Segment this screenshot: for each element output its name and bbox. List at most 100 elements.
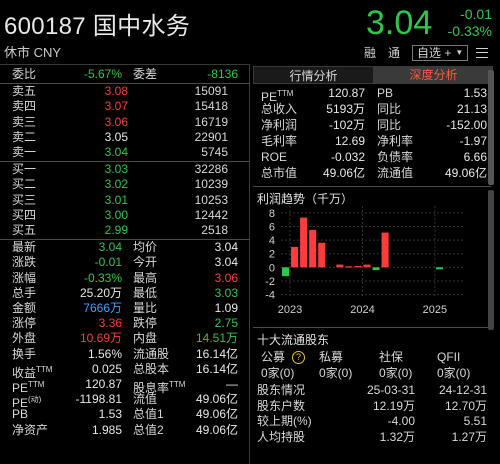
fundamental-label-text: 总市值 — [261, 166, 298, 180]
quote-value: 1.985 — [91, 422, 122, 437]
quote-label: 收益TTM — [12, 362, 52, 381]
chevron-down-icon: ▼ — [455, 47, 464, 57]
quote-label: 内盘 — [133, 331, 157, 346]
quote-label: 最新 — [12, 240, 36, 255]
tab-market-analysis[interactable]: 行情分析 — [253, 66, 374, 84]
quote-value: 10.69万 — [79, 331, 122, 346]
quote-label: 量比 — [133, 301, 157, 316]
bid-row-3[interactable]: 买三 3.01 10253 — [0, 193, 250, 208]
quote-value: — — [226, 377, 238, 391]
margin-trading-button[interactable]: 融 — [364, 46, 377, 60]
quote-row: 涨停 3.36 跌停 2.75 — [0, 316, 250, 331]
quote-value: 3.04 — [214, 255, 238, 270]
scrollbar[interactable] — [488, 70, 494, 185]
bid-row-5-label: 买五 — [12, 223, 37, 237]
stock-header: 600187 国中水务 休市 CNY 3.04 -0.01 -0.33% 融 通… — [0, 0, 500, 64]
quote-label-text: 流值 — [133, 392, 158, 407]
y-tick-label: 2 — [269, 249, 275, 261]
profit-bar — [309, 229, 317, 268]
bid-row-1-price: 3.03 — [104, 162, 128, 177]
connect-button[interactable]: 通 — [388, 46, 401, 60]
quote-label-text: 最高 — [133, 270, 158, 285]
quote-label-text: 涨停 — [12, 316, 37, 331]
holder-type-counts: 0家(0) 0家(0) 0家(0) 0家(0) — [257, 366, 493, 381]
order-book-panel: 委比 -5.67% 委差 -8136 卖五 3.08 15091 卖四 3.07 15418 卖三 3… — [0, 64, 250, 464]
bid-row-4[interactable]: 买四 3.00 12442 — [0, 208, 250, 223]
quote-label: PB — [12, 407, 28, 422]
quote-row: 涨跌 -0.01 今开 3.04 — [0, 255, 250, 270]
quote-label: 最低 — [133, 286, 157, 301]
holder-stat-row: 较上期(%) -4.00 5.51 — [257, 414, 493, 429]
analysis-tabs: 行情分析 深度分析 — [253, 66, 493, 84]
scrollbar-track[interactable] — [488, 190, 494, 330]
fundamental-label-text: 毛利率 — [261, 134, 298, 148]
add-watchlist-button[interactable]: 自选 + ▼ — [412, 44, 469, 61]
quote-label-text: 净资产 — [12, 422, 49, 437]
ask-row-4[interactable]: 卖四 3.07 15418 — [0, 99, 250, 114]
holder-stat-value: 24-12-31 — [438, 383, 487, 397]
add-watchlist-label: 自选 + — [417, 45, 452, 60]
profit-chart-title: 利润趋势（千万） — [257, 192, 354, 206]
ask-row-3-label: 卖三 — [12, 114, 37, 129]
quote-value: 25.20万 — [79, 285, 122, 300]
quote-value: 49.06亿 — [195, 407, 238, 422]
quote-row: 涨幅 -0.33% 最高 3.06 — [0, 271, 250, 286]
quote-label-text: PB — [12, 407, 29, 422]
fundamental-row: 净利润 -102万 同比 -152.00 — [261, 118, 493, 134]
bid-row-5[interactable]: 买五 2.99 2518 — [0, 223, 250, 238]
y-tick-label: 0 — [269, 262, 275, 274]
fundamental-label: 同比 — [377, 102, 402, 116]
tab-deep-analysis[interactable]: 深度分析 — [374, 66, 493, 84]
profit-bar — [291, 246, 299, 268]
quote-label-text: 跌停 — [133, 316, 158, 331]
quote-label: 总手 — [12, 286, 36, 301]
ask-row-5[interactable]: 卖五 3.08 15091 — [0, 84, 250, 99]
divider — [0, 83, 250, 85]
holder-stat-value: 12.19万 — [372, 398, 415, 413]
ask-row-2[interactable]: 卖二 3.05 22901 — [0, 130, 250, 145]
quote-label-text: 流通股 — [133, 346, 170, 361]
change-percent: -0.33% — [447, 23, 492, 39]
fundamental-label: 流通值 — [377, 166, 414, 180]
quote-label: 今开 — [133, 255, 157, 270]
ask-row-5-volume: 15091 — [194, 84, 228, 99]
fundamental-label-sup: TTM — [277, 89, 294, 98]
price-change: -0.01 -0.33% — [448, 6, 492, 40]
weicha-value: -8136 — [207, 67, 238, 81]
quote-value: 0.025 — [91, 361, 122, 376]
holders-table: 公募? 私募 社保 QFII 0家(0) 0家(0) 0家(0) 0家(0) 股东情况 25-03… — [253, 350, 500, 464]
quote-value: 1.53 — [98, 407, 122, 422]
quote-value: 16.14亿 — [195, 361, 238, 376]
x-tick-label: 2024 — [350, 304, 374, 316]
quote-value: 49.06亿 — [195, 392, 238, 407]
holder-type-label: 社保 — [379, 350, 404, 364]
help-icon[interactable]: ? — [292, 351, 305, 364]
quote-label-text: 外盘 — [12, 331, 37, 346]
profit-bar — [282, 267, 290, 277]
holder-stat-row: 股东情况 25-03-31 24-12-31 — [257, 383, 493, 398]
menu-icon[interactable] — [476, 47, 489, 59]
quote-row: 金额 7666万 量比 1.09 — [0, 301, 250, 316]
bid-row-3-price: 3.01 — [104, 192, 128, 207]
bid-row-1-volume: 32286 — [194, 162, 228, 177]
fundamental-row: 总市值 49.06亿 流通值 49.06亿 — [261, 166, 493, 182]
quote-label-text: 总股本 — [133, 361, 170, 376]
fundamental-label: 净利润 — [261, 118, 297, 134]
bid-row-2[interactable]: 买二 3.02 10239 — [0, 177, 250, 192]
quote-label-text: 量比 — [133, 301, 158, 315]
divider — [0, 161, 250, 163]
profit-bar — [363, 264, 371, 268]
bid-row-1[interactable]: 买一 3.03 32286 — [0, 162, 250, 177]
profit-bar — [300, 217, 308, 268]
quote-label-text: 金额 — [12, 301, 37, 315]
quote-label: 股息率TTM — [133, 377, 185, 396]
holder-type-header: 公募? 私募 社保 QFII — [257, 350, 493, 365]
weibi-row: 委比 -5.67% 委差 -8136 — [0, 67, 250, 82]
quote-label: 总值1 — [133, 407, 164, 422]
quote-label: 均价 — [133, 240, 157, 255]
divider — [253, 186, 491, 187]
fundamental-label: PETTM — [261, 86, 293, 106]
ask-row-3[interactable]: 卖三 3.06 16719 — [0, 115, 250, 130]
quote-label-text: 涨跌 — [12, 255, 37, 270]
ask-row-1[interactable]: 卖一 3.04 5745 — [0, 145, 250, 160]
